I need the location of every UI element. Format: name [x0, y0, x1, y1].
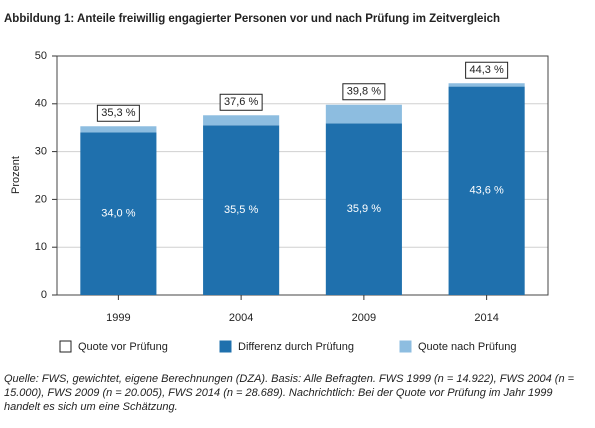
bar-segment [448, 86, 525, 295]
legend-label: Differenz durch Prüfung [238, 341, 354, 353]
bar-segment [203, 115, 280, 126]
bar-value-label: 34,0 % [101, 208, 135, 220]
chart-title: Abbildung 1: Anteile freiwillig engagier… [4, 13, 500, 25]
bar-segment [325, 104, 402, 124]
x-tick-label: 2009 [352, 312, 376, 324]
bar-value-label: 35,9 % [347, 203, 381, 215]
total-box [219, 93, 263, 111]
legend-swatch [399, 340, 412, 353]
legend-label: Quote vor Prüfung [78, 341, 168, 353]
y-tick-label: 0 [41, 289, 47, 301]
legend-label: Quote nach Prüfung [418, 341, 516, 353]
bar-value-label: 43,6 % [470, 185, 504, 197]
y-tick-label: 50 [35, 50, 47, 62]
total-box [96, 104, 140, 122]
bar-segment [448, 83, 525, 87]
total-box [342, 83, 386, 101]
y-tick-label: 40 [35, 98, 47, 110]
bar-segment [80, 132, 157, 295]
x-tick-label: 2014 [474, 312, 498, 324]
x-tick-label: 2004 [229, 312, 253, 324]
total-label: 37,6 % [224, 96, 258, 108]
x-tick-label: 1999 [106, 312, 130, 324]
total-label: 35,3 % [101, 107, 135, 119]
y-tick-label: 20 [35, 193, 47, 205]
total-label: 39,8 % [347, 86, 381, 98]
legend-swatch [59, 340, 72, 353]
y-tick-label: 10 [35, 241, 47, 253]
bar-segment [80, 126, 157, 133]
total-label: 44,3 % [470, 64, 504, 76]
y-tick-label: 30 [35, 146, 47, 158]
bar-value-label: 35,5 % [224, 204, 258, 216]
chart: Abbildung 1: Anteile freiwillig engagier… [4, 13, 549, 353]
total-box [465, 61, 509, 79]
plot-frame [56, 55, 549, 296]
bar-segment [203, 125, 280, 295]
source-note: Quelle: FWS, gewichtet, eigene Berechnun… [4, 373, 575, 413]
legend-swatch [219, 340, 232, 353]
y-axis-label: Prozent [10, 156, 22, 194]
bar-segment [325, 123, 402, 295]
